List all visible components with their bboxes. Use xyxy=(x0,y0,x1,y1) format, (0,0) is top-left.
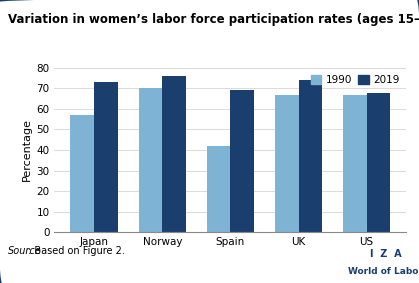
Bar xyxy=(230,91,254,232)
Bar xyxy=(298,80,322,232)
Text: Source: Source xyxy=(8,246,42,256)
Y-axis label: Percentage: Percentage xyxy=(22,119,32,181)
Bar xyxy=(275,95,298,232)
Bar xyxy=(367,93,391,232)
Legend: 1990, 2019: 1990, 2019 xyxy=(307,71,403,89)
Text: Variation in women’s labor force participation rates (ages 15–64): Variation in women’s labor force partici… xyxy=(8,13,419,26)
Bar xyxy=(94,82,118,232)
Bar xyxy=(343,95,367,232)
Bar xyxy=(70,115,94,232)
Text: World of Labor: World of Labor xyxy=(348,267,419,276)
Bar xyxy=(207,146,230,232)
Bar xyxy=(163,76,186,232)
Text: I  Z  A: I Z A xyxy=(370,249,401,259)
Bar xyxy=(139,88,163,232)
Text: : Based on Figure 2.: : Based on Figure 2. xyxy=(28,246,125,256)
